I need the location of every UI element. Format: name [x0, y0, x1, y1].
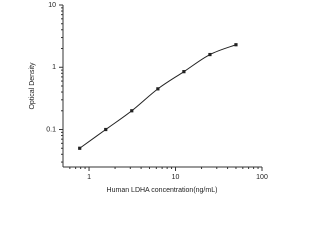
- y-tick-label: 0.1: [46, 126, 56, 133]
- x-tick-label: 1: [87, 174, 91, 181]
- fit-curve: [79, 44, 237, 149]
- x-tick-label: 10: [172, 174, 180, 181]
- x-axis-label: Human LDHA concentration(ng/mL): [107, 187, 218, 194]
- data-point: [156, 87, 160, 91]
- y-tick-label: 1: [52, 64, 56, 71]
- data-point: [234, 43, 238, 47]
- page: {"chart_data": {"type": "scatter", "x_la…: [28, 1, 268, 194]
- data-point: [78, 146, 82, 150]
- data-point: [130, 109, 134, 113]
- data-point: [104, 127, 108, 132]
- y-tick-label: 10: [48, 2, 56, 9]
- chart: Human LDHA concentration(ng/mL) Optical …: [29, 2, 268, 194]
- data-point: [182, 70, 186, 74]
- data-point: [208, 52, 212, 57]
- x-tick-label: 100: [256, 174, 268, 181]
- y-axis-label: Optical Density: [29, 62, 36, 110]
